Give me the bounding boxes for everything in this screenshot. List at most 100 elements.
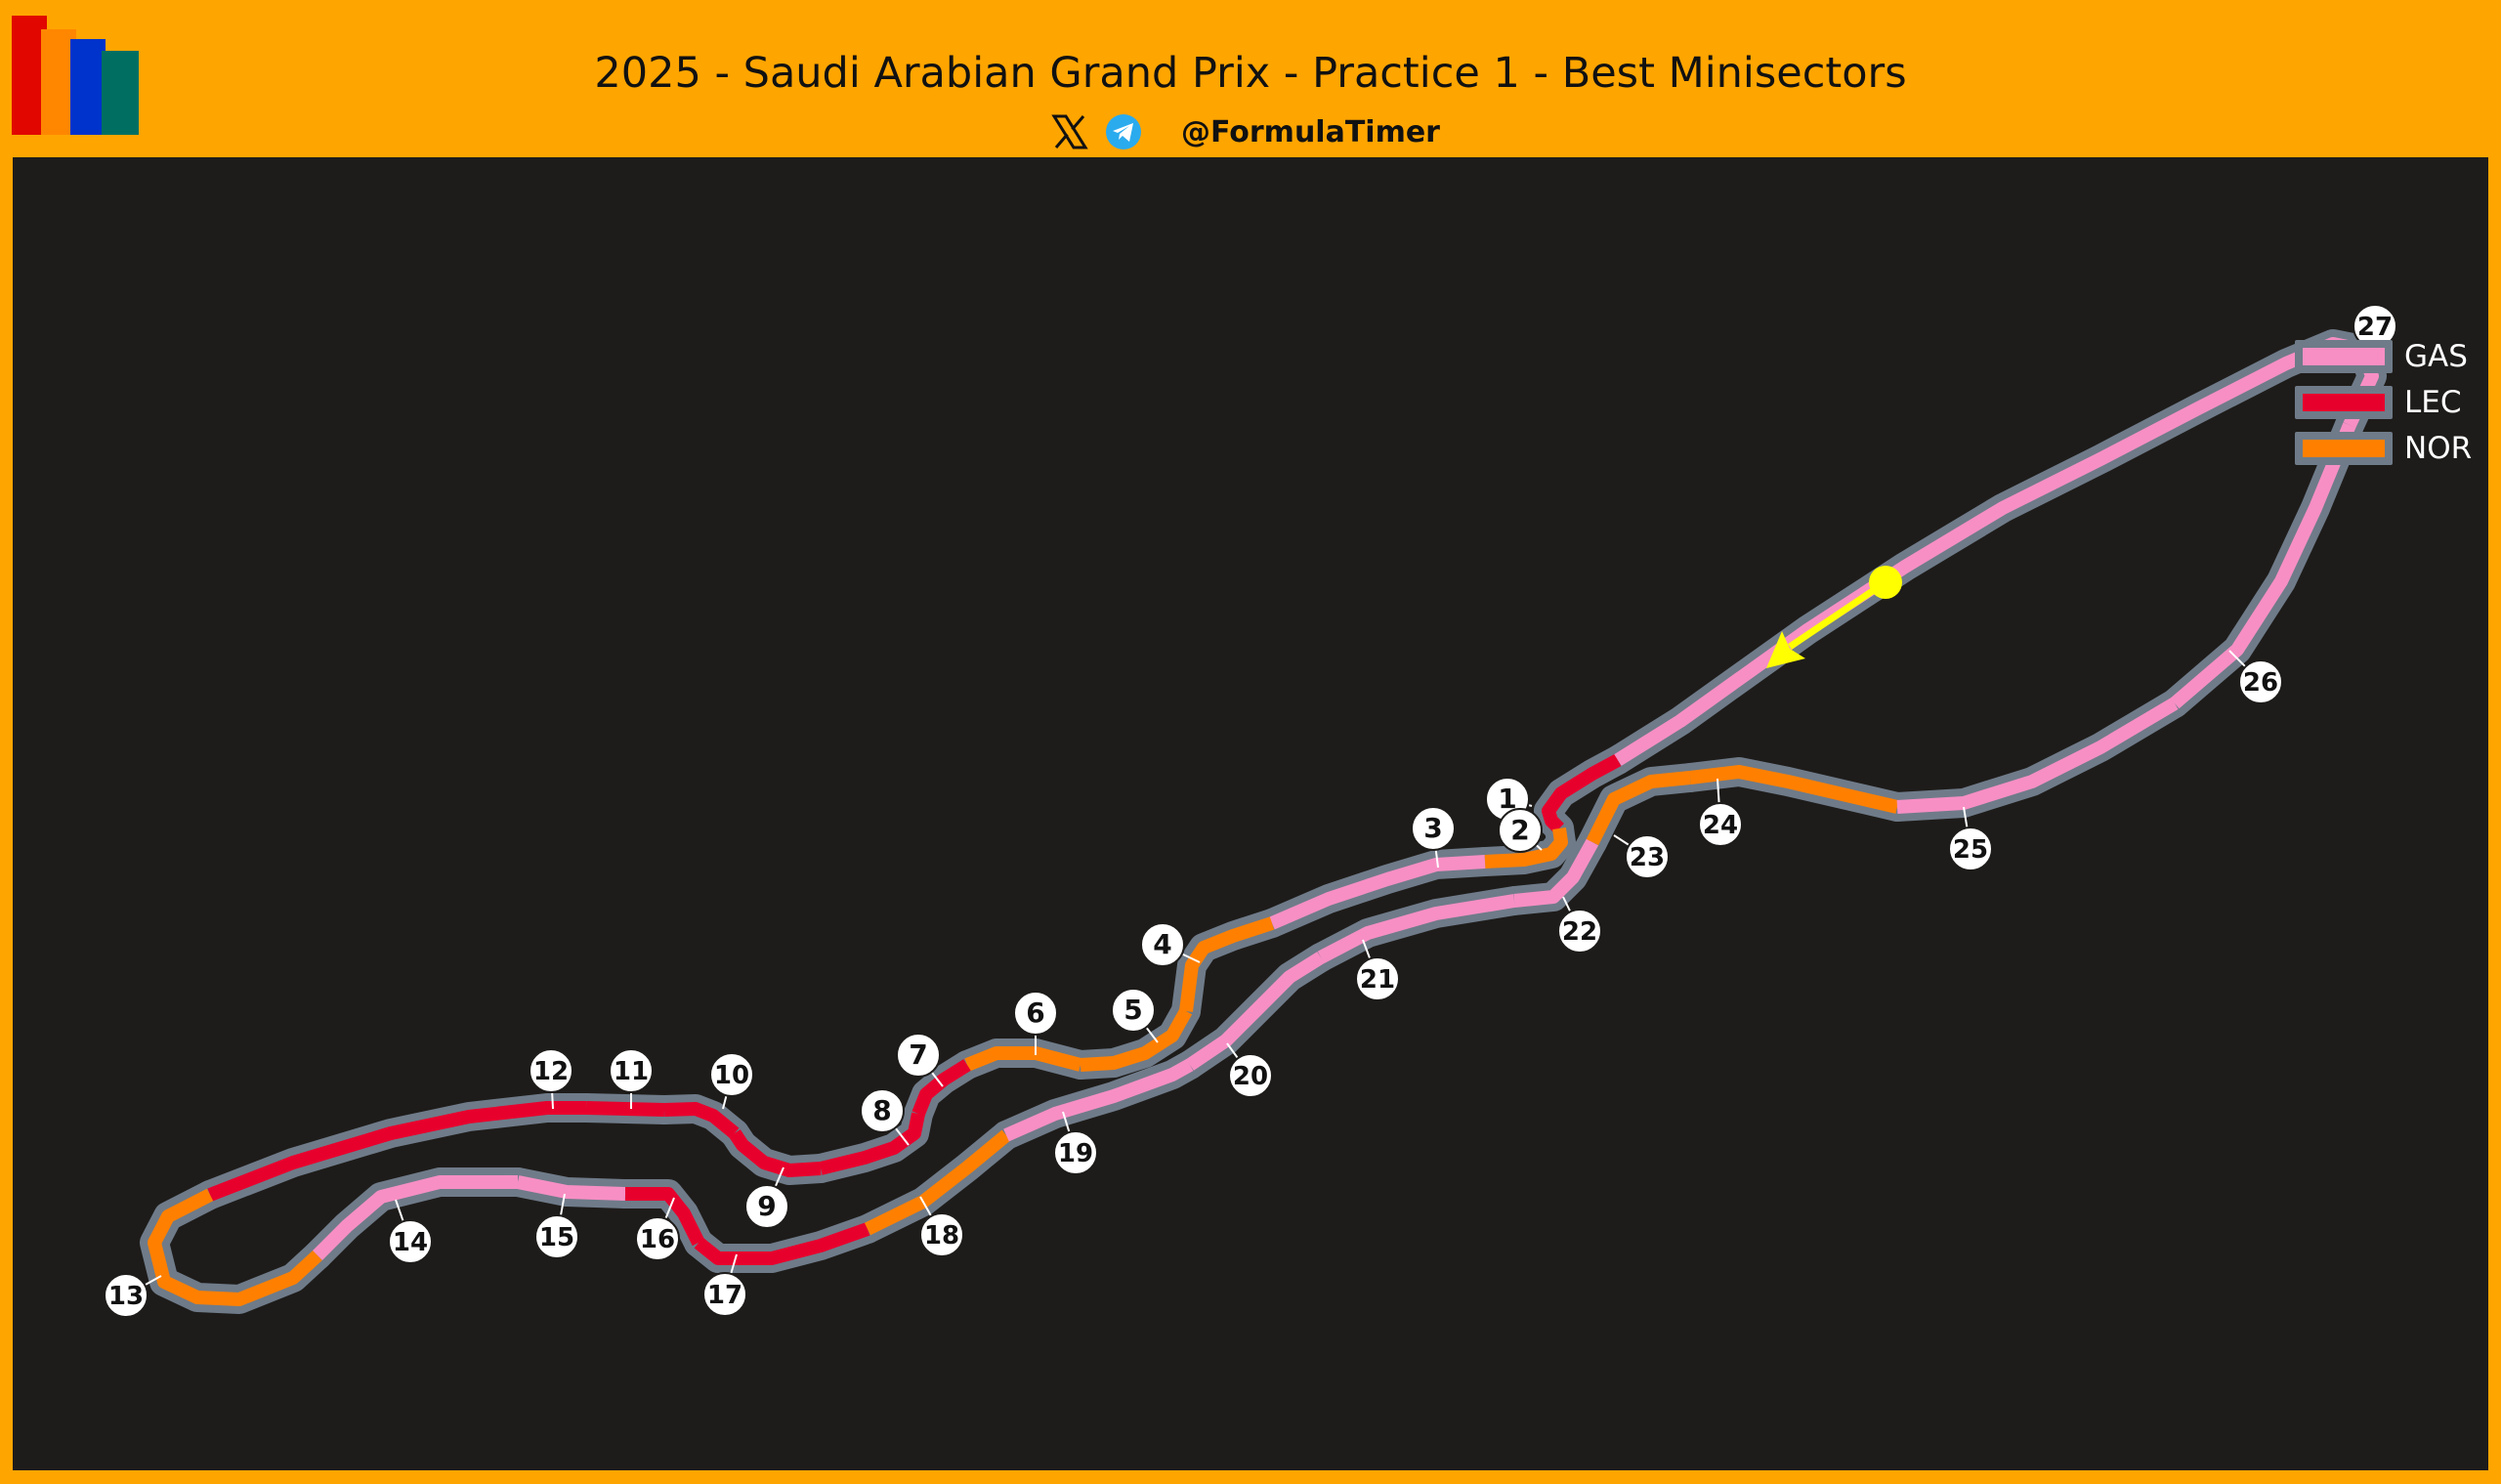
legend-swatch — [2295, 431, 2393, 465]
sector-badge — [1557, 909, 1602, 954]
legend-label: LEC — [2404, 384, 2462, 420]
sector-number: 25 — [1953, 835, 1988, 865]
sector-number: 26 — [2243, 668, 2278, 698]
sector-label-17: 17 — [702, 1253, 747, 1317]
sector-number: 24 — [1703, 811, 1738, 840]
sector-badge — [104, 1273, 148, 1318]
track-outline — [1883, 689, 2189, 822]
sector-badge — [1111, 988, 1156, 1033]
sector-badge — [1355, 956, 1400, 1001]
sector-number: 15 — [539, 1223, 574, 1252]
sector-label-8: 8 — [860, 1088, 910, 1146]
sector-badge — [2238, 659, 2283, 704]
sector-number: 2 — [1510, 814, 1529, 846]
minisector-17 — [694, 1222, 870, 1265]
sector-badge — [529, 1048, 573, 1093]
minisector-20 — [1186, 952, 1325, 1071]
sector-label-9: 9 — [744, 1166, 789, 1229]
sector-number: 13 — [108, 1282, 144, 1311]
sector-label-26: 26 — [2228, 650, 2283, 704]
legend-swatch — [2295, 339, 2393, 373]
legend-label: NOR — [2404, 430, 2473, 466]
sector-number: 12 — [533, 1057, 569, 1086]
sector-badge — [919, 1212, 964, 1257]
arrow-head-icon — [1766, 631, 1805, 668]
sector-label-4: 4 — [1140, 922, 1201, 967]
minisector-24 — [1689, 765, 1899, 814]
minisector-22 — [1513, 838, 1599, 908]
sector-badge — [1228, 1053, 1273, 1098]
sector-label-18: 18 — [919, 1196, 964, 1257]
minisector-11 — [585, 1101, 665, 1117]
minisector-15 — [516, 1175, 626, 1201]
sector-number: 18 — [924, 1221, 959, 1251]
minisector-21 — [1317, 894, 1516, 964]
page-title: 2025 - Saudi Arabian Grand Prix - Practi… — [594, 49, 1907, 98]
sector-label-16: 16 — [635, 1197, 680, 1261]
sector-number: 8 — [872, 1094, 891, 1126]
sector-badge — [388, 1219, 433, 1264]
sector-number: 16 — [640, 1225, 675, 1254]
sector-badge — [1013, 991, 1058, 1036]
minisector-10 — [663, 1102, 740, 1139]
sector-label-6: 6 — [1013, 991, 1058, 1055]
sector-badge — [1625, 834, 1670, 879]
sector-label-23: 23 — [1613, 834, 1670, 879]
minisector-1 — [1542, 753, 1622, 833]
twitter-handle[interactable]: @FormulaTimer — [1181, 114, 1440, 149]
sector-label-14: 14 — [388, 1199, 433, 1264]
sector-number: 17 — [707, 1281, 742, 1310]
minisector-3 — [1269, 855, 1486, 930]
telegram-icon[interactable] — [1105, 113, 1142, 150]
minisector-6 — [964, 1046, 1082, 1072]
sector-badge — [534, 1214, 579, 1259]
sector-badge — [635, 1216, 680, 1261]
sector-badge — [1411, 806, 1456, 851]
sector-number: 20 — [1233, 1062, 1268, 1091]
sector-badge — [744, 1184, 789, 1229]
sector-label-2: 2 — [1498, 808, 1543, 853]
sector-number: 4 — [1153, 928, 1171, 960]
sector-label-19: 19 — [1053, 1111, 1098, 1175]
legend: GAS LEC NOR — [2295, 333, 2472, 471]
sector-badge — [896, 1033, 941, 1078]
sector-label-5: 5 — [1111, 988, 1159, 1043]
x-logo-icon[interactable] — [1050, 112, 1089, 151]
minisector-23 — [1586, 771, 1691, 846]
minisector-7 — [911, 1059, 971, 1117]
sector-label-3: 3 — [1411, 806, 1456, 869]
sector-label-7: 7 — [896, 1033, 944, 1087]
sector-badge — [702, 1272, 747, 1317]
sector-badge — [1698, 802, 1743, 847]
sector-number: 23 — [1630, 843, 1665, 872]
sector-label-22: 22 — [1557, 896, 1602, 954]
sector-number: 1 — [1498, 783, 1516, 815]
sector-badge — [709, 1052, 754, 1097]
minisector-8 — [819, 1112, 925, 1175]
sector-badge — [860, 1088, 905, 1133]
social-bar: @FormulaTimer — [1050, 109, 1440, 154]
formulatimer-logo — [12, 16, 139, 135]
sector-label-12: 12 — [529, 1048, 573, 1110]
sector-number: 3 — [1423, 812, 1442, 844]
minisector-26 — [2170, 422, 2356, 709]
sector-label-25: 25 — [1948, 806, 1993, 871]
minisector-4 — [1179, 916, 1275, 1012]
sector-label-15: 15 — [534, 1193, 579, 1259]
sector-number: 5 — [1123, 994, 1142, 1026]
legend-label: GAS — [2404, 338, 2468, 374]
sector-number: 11 — [614, 1057, 649, 1086]
direction-arrow — [1788, 579, 1887, 650]
sector-label-10: 10 — [709, 1052, 754, 1110]
minisector-19 — [1003, 1058, 1194, 1142]
sector-number: 9 — [757, 1190, 776, 1222]
sector-label-20: 20 — [1226, 1042, 1273, 1098]
start-marker — [1869, 566, 1902, 599]
sector-label-24: 24 — [1698, 778, 1743, 847]
minisector-25 — [1896, 697, 2179, 814]
sector-badge — [609, 1048, 654, 1093]
sector-badge — [1948, 827, 1993, 871]
sector-number: 22 — [1562, 917, 1597, 947]
